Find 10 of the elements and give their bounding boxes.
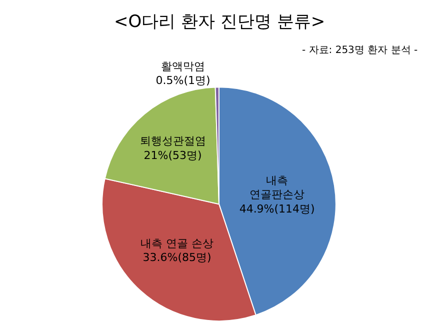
chart-title: <O다리 환자 진단명 분류> bbox=[114, 12, 326, 32]
slice-label: 내측 연골 손상 bbox=[140, 236, 214, 250]
slice-label: 내측 연골판손상 bbox=[250, 174, 305, 202]
data-label: 44.9%(114명) bbox=[239, 202, 315, 216]
slice-label: 활액막염 bbox=[161, 60, 206, 73]
slice-label: 퇴행성관절염 bbox=[140, 134, 206, 148]
data-label: 0.5%(1명) bbox=[156, 74, 210, 88]
data-label: 21%(53명) bbox=[144, 148, 202, 162]
data-label: 33.6%(85명) bbox=[142, 251, 212, 264]
text: - 자료: 253명 환자 분석 - bbox=[302, 45, 418, 56]
